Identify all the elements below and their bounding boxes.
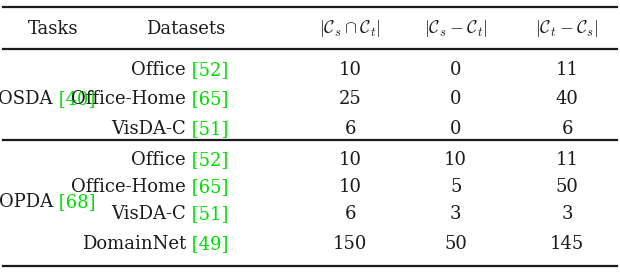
Text: DomainNet: DomainNet — [82, 235, 186, 253]
Text: 11: 11 — [556, 61, 579, 79]
Text: Office-Home: Office-Home — [71, 90, 186, 108]
Text: 150: 150 — [333, 235, 368, 253]
Text: [52]: [52] — [186, 151, 228, 169]
Text: 6: 6 — [345, 205, 356, 223]
Text: 50: 50 — [556, 178, 578, 196]
Text: 10: 10 — [339, 151, 362, 169]
Text: [49]: [49] — [186, 235, 228, 253]
Text: 3: 3 — [562, 205, 573, 223]
Text: 145: 145 — [550, 235, 585, 253]
Text: Office-Home: Office-Home — [71, 178, 186, 196]
Text: VisDA-C: VisDA-C — [111, 120, 186, 138]
Text: 6: 6 — [345, 120, 356, 138]
Text: 10: 10 — [339, 61, 362, 79]
Text: OPDA: OPDA — [0, 193, 53, 211]
Text: 5: 5 — [450, 178, 461, 196]
Text: 40: 40 — [556, 90, 578, 108]
Text: $|\mathcal{C}_t - \mathcal{C}_s|$: $|\mathcal{C}_t - \mathcal{C}_s|$ — [536, 18, 599, 39]
Text: [52]: [52] — [186, 61, 228, 79]
Text: 10: 10 — [444, 151, 467, 169]
Text: [68]: [68] — [53, 193, 95, 211]
Text: $|\mathcal{C}_s \cap \mathcal{C}_t|$: $|\mathcal{C}_s \cap \mathcal{C}_t|$ — [319, 18, 381, 39]
Text: Office: Office — [131, 61, 186, 79]
Text: 6: 6 — [562, 120, 573, 138]
Text: 25: 25 — [339, 90, 361, 108]
Text: [51]: [51] — [186, 205, 228, 223]
Text: VisDA-C: VisDA-C — [111, 205, 186, 223]
Text: OSDA: OSDA — [0, 90, 53, 108]
Text: $|\mathcal{C}_s - \mathcal{C}_t|$: $|\mathcal{C}_s - \mathcal{C}_t|$ — [424, 18, 487, 39]
Text: [51]: [51] — [186, 120, 228, 138]
Text: Tasks: Tasks — [27, 20, 78, 38]
Text: 0: 0 — [450, 90, 461, 108]
Text: [65]: [65] — [186, 90, 228, 108]
Text: Office: Office — [131, 151, 186, 169]
Text: 3: 3 — [450, 205, 461, 223]
Text: 10: 10 — [339, 178, 362, 196]
Text: Datasets: Datasets — [146, 20, 226, 38]
Text: 0: 0 — [450, 120, 461, 138]
Text: 11: 11 — [556, 151, 579, 169]
Text: 0: 0 — [450, 61, 461, 79]
Text: 50: 50 — [445, 235, 467, 253]
Text: [65]: [65] — [186, 178, 228, 196]
Text: [40]: [40] — [53, 90, 95, 108]
